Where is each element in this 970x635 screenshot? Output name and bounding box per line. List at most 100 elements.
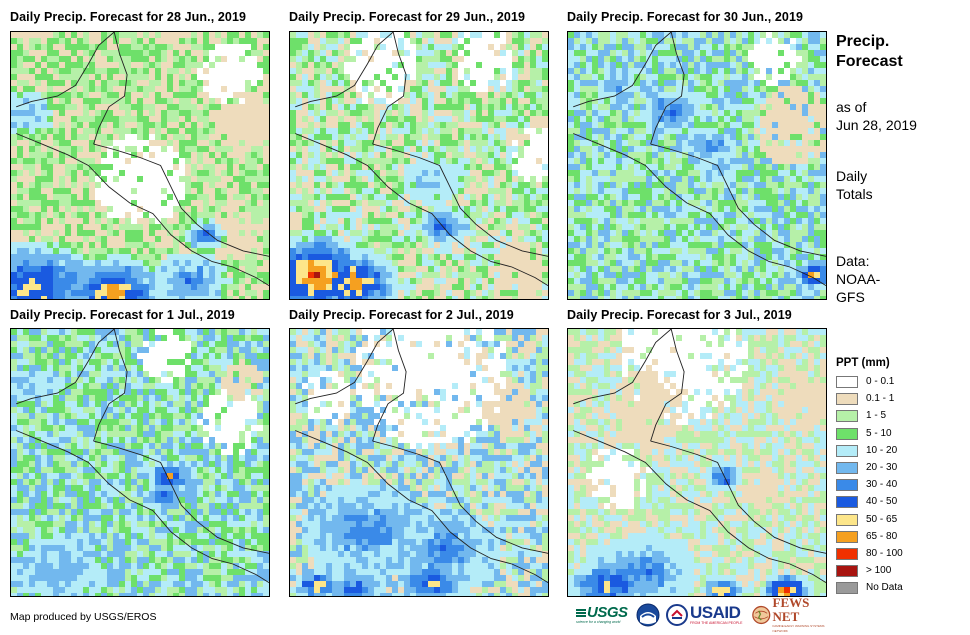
precip-cell [41, 134, 47, 140]
precip-cell [185, 200, 191, 206]
precip-cell [29, 122, 35, 128]
precip-cell [374, 188, 380, 194]
precip-cell [784, 80, 790, 86]
precip-cell [458, 98, 464, 104]
precip-cell [131, 32, 137, 38]
precip-cell [161, 278, 167, 284]
precip-cell [221, 32, 227, 38]
precip-cell [263, 62, 269, 68]
precip-cell [464, 236, 470, 242]
precip-cell [754, 62, 760, 68]
precip-cell [167, 284, 173, 290]
precip-cell [784, 38, 790, 44]
precip-cell [239, 296, 245, 299]
precip-cell [724, 38, 730, 44]
precip-cell [742, 74, 748, 80]
precip-cell [35, 146, 41, 152]
precip-cell [137, 50, 143, 56]
precip-cell [778, 74, 784, 80]
precip-cell [11, 146, 17, 152]
precip-cell [658, 170, 664, 176]
precip-cell [542, 146, 548, 152]
precip-cell [119, 158, 125, 164]
precip-cell [700, 158, 706, 164]
precip-cell [209, 200, 215, 206]
precip-cell [251, 254, 257, 260]
precip-cell [802, 68, 808, 74]
precip-cell [167, 38, 173, 44]
precip-cell [640, 146, 646, 152]
precip-cell [524, 68, 530, 74]
precip-cell [161, 296, 167, 299]
precip-cell [658, 122, 664, 128]
precip-cell [314, 248, 320, 254]
precip-cell [119, 92, 125, 98]
precip-cell [221, 170, 227, 176]
precip-cell [53, 194, 59, 200]
precip-cell [754, 152, 760, 158]
precip-cell [386, 290, 392, 296]
precip-cell [35, 50, 41, 56]
precip-cell [518, 158, 524, 164]
precip-cell [736, 116, 742, 122]
precip-cell [398, 98, 404, 104]
precip-cell [149, 290, 155, 296]
precip-cell [392, 278, 398, 284]
precip-cell [65, 260, 71, 266]
precip-cell [458, 200, 464, 206]
precip-cell [742, 146, 748, 152]
precip-cell [227, 188, 233, 194]
precip-cell [374, 224, 380, 230]
precip-cell [137, 122, 143, 128]
precip-cell [155, 146, 161, 152]
precip-cell [464, 260, 470, 266]
precip-cell [125, 194, 131, 200]
precip-cell [191, 68, 197, 74]
precip-cell [35, 62, 41, 68]
precip-cell [29, 260, 35, 266]
precip-cell [320, 62, 326, 68]
precip-cell [464, 296, 470, 299]
precip-cell [227, 134, 233, 140]
precip-cell [302, 272, 308, 278]
precip-cell [296, 230, 302, 236]
precip-cell [766, 98, 772, 104]
precip-cell [203, 158, 209, 164]
precip-cell [374, 230, 380, 236]
precip-cell [700, 80, 706, 86]
precip-cell [428, 284, 434, 290]
precip-cell [119, 236, 125, 242]
precip-cell [772, 104, 778, 110]
precip-cell [191, 254, 197, 260]
precip-cell [149, 242, 155, 248]
precip-cell [670, 170, 676, 176]
precip-cell [23, 62, 29, 68]
precip-cell [101, 50, 107, 56]
precip-cell [350, 122, 356, 128]
precip-cell [344, 140, 350, 146]
precip-cell [59, 74, 65, 80]
precip-cell [718, 50, 724, 56]
precip-cell [428, 74, 434, 80]
precip-cell [452, 158, 458, 164]
precip-cell [209, 272, 215, 278]
precip-cell [398, 80, 404, 86]
precip-cell [257, 278, 263, 284]
precip-cell [694, 110, 700, 116]
precip-cell [350, 164, 356, 170]
precip-cell [488, 158, 494, 164]
precip-cell [350, 140, 356, 146]
precip-cell [53, 50, 59, 56]
precip-cell [23, 128, 29, 134]
precip-cell [107, 260, 113, 266]
precip-cell [488, 182, 494, 188]
precip-cell [338, 236, 344, 242]
precip-cell [125, 284, 131, 290]
precip-cell [251, 110, 257, 116]
precip-cell [374, 80, 380, 86]
precip-cell [688, 38, 694, 44]
precip-cell [173, 140, 179, 146]
precip-cell [628, 182, 634, 188]
precip-cell [482, 86, 488, 92]
precip-cell [101, 212, 107, 218]
